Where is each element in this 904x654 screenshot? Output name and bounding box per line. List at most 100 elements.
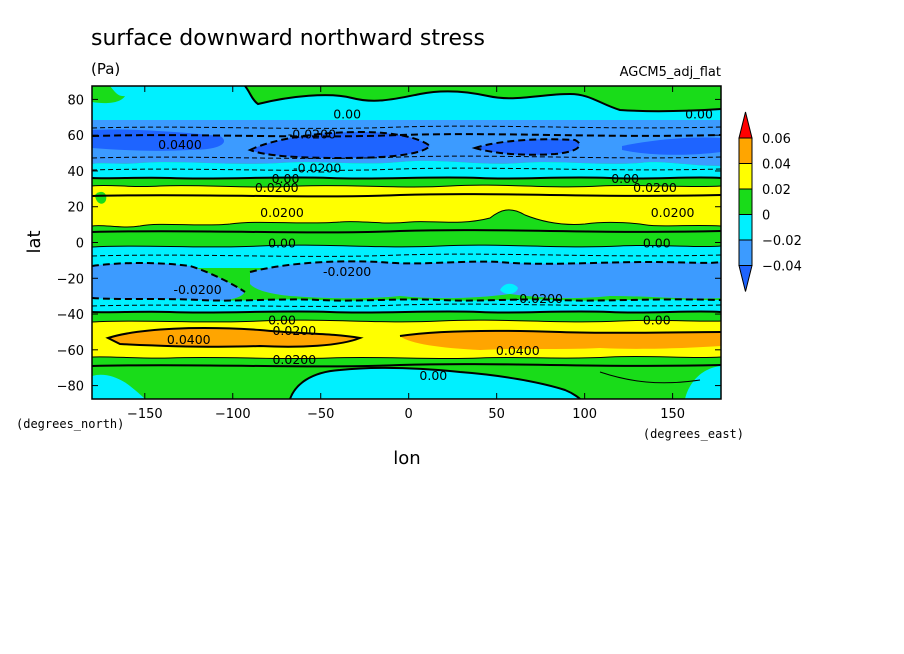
chart-title: surface downward northward stress <box>91 26 485 51</box>
contour-line <box>92 209 721 228</box>
contour-line <box>92 155 721 159</box>
x-unit-label: (degrees_east) <box>643 427 744 441</box>
plot-area: 0.00 0.000.0400-0.0200-0.02000.000.02000.… <box>92 86 721 399</box>
region-cyan-midnorth <box>92 160 721 179</box>
y-axis-label: lat <box>24 230 45 253</box>
colorbar-swatch <box>738 137 753 164</box>
contour-label: 0.00 <box>268 312 296 327</box>
contour-label: 0.0200 <box>633 180 677 195</box>
y-axis: 80 60 40 20 0 −20 −40 −60 −80 <box>57 93 721 395</box>
x-tick-label: 50 <box>488 407 505 422</box>
contour-line <box>471 138 581 156</box>
colorbar-label: 0.02 <box>762 183 791 198</box>
region-cyan-equator <box>92 245 721 268</box>
colorbar-label: 0.06 <box>762 132 791 147</box>
y-tick-label: −80 <box>57 380 84 395</box>
colorbar-label: 0.04 <box>762 158 791 173</box>
contour-line <box>105 327 364 348</box>
x-tick-label: −100 <box>215 407 251 422</box>
contour-line <box>92 184 721 188</box>
x-axis: −150 −100 −50 0 50 100 150 <box>127 86 685 422</box>
contour-label: 0.0400 <box>167 332 211 347</box>
contour-line <box>244 86 721 113</box>
colorbar-swatch <box>738 111 753 139</box>
region-cyan-south-a <box>290 367 580 399</box>
colorbar-swatch <box>738 188 753 215</box>
contour-label: 0.0200 <box>272 352 316 367</box>
contour-label: 0.00 <box>333 107 361 122</box>
contour-label: -0.0200 <box>323 264 371 279</box>
y-tick-label: −20 <box>57 272 84 287</box>
y-tick-label: 20 <box>67 201 84 216</box>
contour-line <box>92 310 721 314</box>
contour-labels: 0.00 0.000.0400-0.0200-0.02000.000.02000.… <box>158 107 713 383</box>
contour-label: 0.0400 <box>158 137 202 152</box>
colorbar-swatch <box>738 163 753 190</box>
region-green-north-patch <box>92 86 125 104</box>
region-orange-south-b <box>400 330 721 350</box>
y-tick-label: −60 <box>57 344 84 359</box>
contour-line <box>399 329 721 337</box>
y-tick-label: 0 <box>76 237 84 252</box>
x-axis-label: lon <box>393 448 420 469</box>
contour-lines <box>92 86 721 399</box>
x-tick-label: 0 <box>405 407 413 422</box>
contour-label: 0.00 <box>272 171 300 186</box>
contour-line <box>247 130 432 160</box>
contour-label: 0.00 <box>268 236 296 251</box>
contour-line <box>289 366 581 399</box>
contour-label: 0.00 <box>643 236 671 251</box>
contour-label: -0.0200 <box>173 282 221 297</box>
contour-label: 0.0200 <box>260 205 304 220</box>
contour-line <box>92 133 721 138</box>
contour-line <box>92 167 721 171</box>
contour-label: 0.00 <box>643 312 671 327</box>
contour-label: 0.00 <box>685 107 713 122</box>
region-darkblue-north-d <box>622 137 721 155</box>
y-tick-label: 40 <box>67 165 84 180</box>
contour-label: 0.00 <box>611 171 639 186</box>
contour-line <box>92 363 721 368</box>
contour-line <box>92 244 721 248</box>
region-darkblue-north-b <box>250 132 430 158</box>
colorbar: 0.06 0.04 0.02 0 −0.02 −0.04 <box>738 111 802 292</box>
x-tick-label: 100 <box>572 407 597 422</box>
contour-label: 0.0400 <box>496 343 540 358</box>
contour-label: 0.00 <box>419 368 447 383</box>
contour-line <box>92 297 721 302</box>
contour-label: -0.0200 <box>293 160 341 175</box>
region-blue-south-b <box>250 261 721 299</box>
contour-line <box>92 229 721 234</box>
colorbar-swatch <box>738 265 753 292</box>
contour-line <box>599 371 701 384</box>
contour-line <box>92 319 721 323</box>
y-unit-label: (degrees_north) <box>16 417 124 431</box>
x-tick-label: −50 <box>307 407 334 422</box>
y-tick-label: 60 <box>67 129 84 144</box>
colorbar-swatch <box>738 239 753 266</box>
contour-label: 0.0200 <box>651 205 695 220</box>
x-tick-label: −150 <box>127 407 163 422</box>
colorbar-label: 0 <box>762 209 770 224</box>
contour-line <box>92 303 721 307</box>
region-cyan-south-c <box>685 366 721 399</box>
region-cyan-patch-south <box>500 283 518 294</box>
contour-label: -0.0200 <box>515 291 563 306</box>
contour-label: 0.0200 <box>272 323 316 338</box>
contour-line <box>92 176 721 180</box>
colorbar-label: −0.04 <box>762 260 802 275</box>
chart-units: (Pa) <box>91 60 120 78</box>
contour-line <box>92 253 721 257</box>
region-cyan-south-b <box>92 374 145 399</box>
contour-line <box>92 193 721 198</box>
colorbar-label: −0.02 <box>762 234 802 249</box>
region-darkblue-north-a <box>92 129 225 151</box>
contour-label: -0.0200 <box>288 126 336 141</box>
y-tick-label: 80 <box>67 93 84 108</box>
x-tick-label: 150 <box>660 407 685 422</box>
contour-label: 0.0200 <box>255 180 299 195</box>
colorbar-swatch <box>738 214 753 241</box>
y-tick-label: −40 <box>57 308 84 323</box>
contour-line <box>92 262 246 293</box>
